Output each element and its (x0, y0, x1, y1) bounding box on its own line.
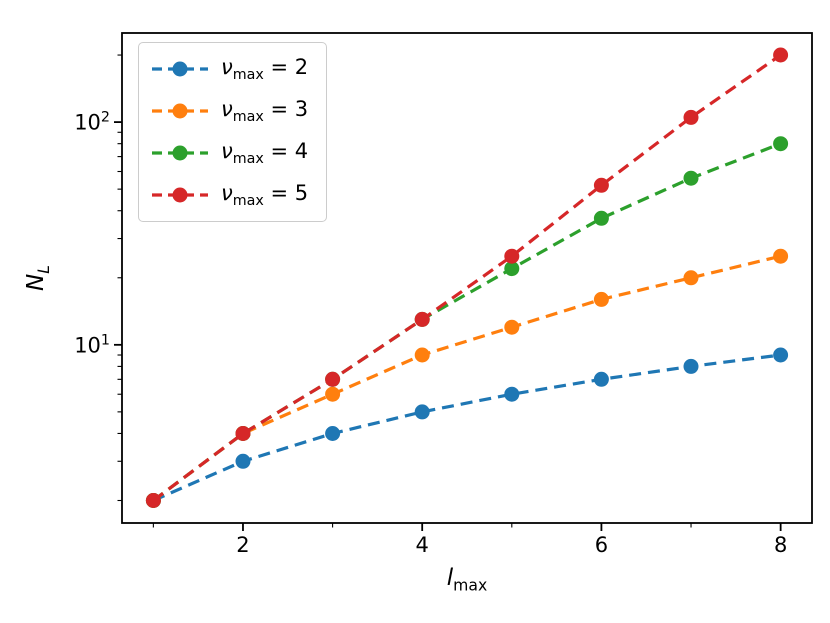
data-point (145, 493, 161, 508)
data-point (683, 109, 699, 125)
data-point (773, 47, 789, 63)
y-tick-label: 101 (74, 332, 110, 358)
legend-item: νmax = 4 (151, 137, 308, 169)
data-point (504, 386, 520, 402)
legend-item: νmax = 5 (151, 179, 308, 211)
x-tick-label: 6 (594, 533, 609, 557)
legend-label: νmax = 5 (221, 180, 309, 210)
y-tick-label: 102 (74, 109, 110, 135)
data-point (325, 426, 341, 441)
legend: νmax = 2 νmax = 3 νmax = 4 νmax = 5 (138, 42, 328, 222)
data-point (325, 371, 341, 387)
data-point (414, 347, 430, 363)
data-point (773, 347, 789, 363)
legend-line-marker-icon (152, 103, 208, 119)
data-point (504, 319, 520, 335)
legend-line-marker-icon (152, 187, 208, 203)
x-tick-label: 4 (415, 533, 429, 557)
data-point (235, 426, 251, 441)
data-point (504, 248, 520, 264)
axes-frame (121, 32, 813, 524)
data-point (593, 291, 609, 307)
x-tick-label: 8 (773, 533, 788, 557)
data-point (593, 177, 609, 193)
data-point (414, 311, 430, 327)
legend-item: νmax = 3 (151, 95, 308, 127)
legend-label: νmax = 3 (221, 96, 309, 126)
data-point (325, 386, 341, 402)
data-point (683, 270, 699, 286)
data-point (414, 404, 430, 420)
x-axis-label: lmax (446, 565, 488, 595)
legend-item: νmax = 2 (151, 53, 308, 85)
series-3 (145, 47, 789, 508)
series-1 (145, 248, 789, 508)
data-point (593, 210, 609, 226)
x-axis-major-ticks (242, 523, 782, 531)
x-tick-label: 2 (236, 533, 250, 557)
data-point (504, 261, 520, 277)
legend-line-marker-icon (152, 145, 208, 161)
data-point (683, 358, 699, 374)
legend-label: νmax = 4 (221, 138, 309, 168)
y-axis-label: NL (23, 265, 53, 291)
data-point (683, 170, 699, 186)
data-point (773, 248, 789, 264)
data-point (235, 453, 251, 469)
data-point (773, 136, 789, 152)
legend-label: νmax = 2 (221, 54, 309, 84)
y-axis-major-ticks (114, 121, 122, 346)
data-point (593, 371, 609, 387)
legend-line-marker-icon (152, 61, 208, 77)
